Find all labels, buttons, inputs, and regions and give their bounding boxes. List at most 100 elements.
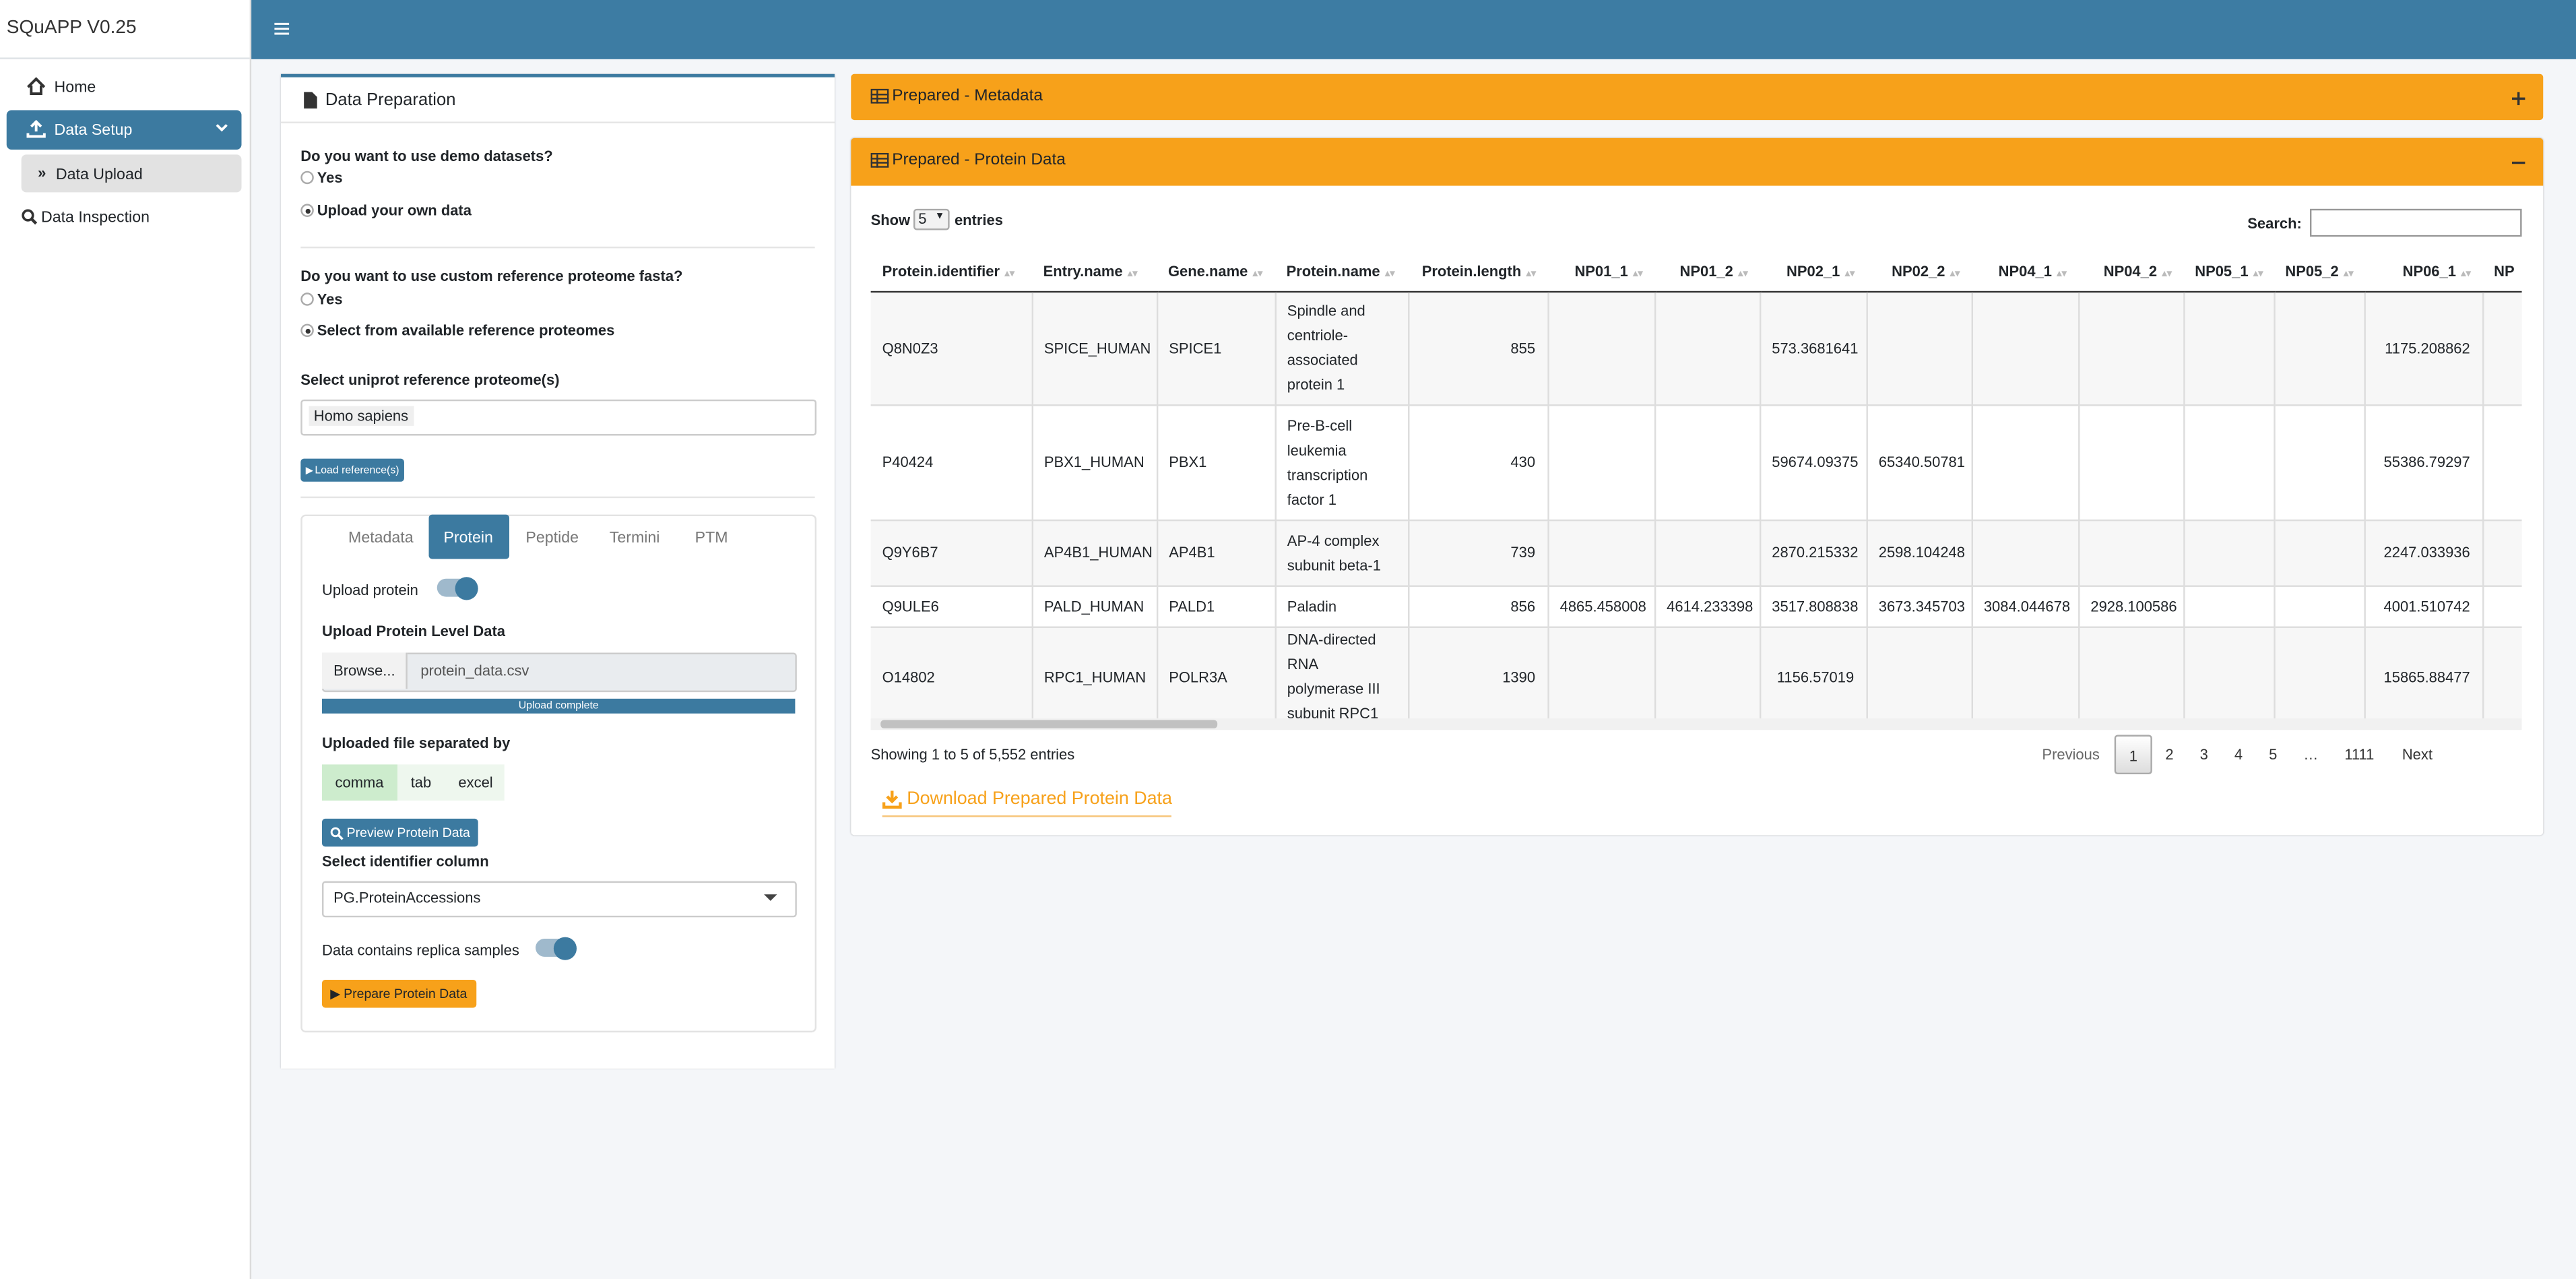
sort-icon: ▴▾ [1252, 268, 1263, 279]
tab-active-bg[interactable] [428, 514, 510, 559]
nav-data-inspection[interactable]: Data Inspection [40, 208, 150, 227]
column-name[interactable]: NP [2494, 262, 2515, 279]
sep-bg[interactable] [397, 764, 505, 801]
page-button[interactable]: 1 [2114, 734, 2152, 774]
sort-icon: ▴▾ [1526, 268, 1537, 279]
column-name[interactable]: Protein.name [1286, 262, 1380, 279]
page-button[interactable]: Next [2402, 745, 2433, 762]
radio-label[interactable]: Upload your own data [317, 202, 472, 219]
column-header[interactable]: NP01_1 ▴▾ [1547, 249, 1654, 293]
column-name[interactable]: NP02_2 [1892, 262, 1945, 279]
column-header[interactable]: Gene.name ▴▾ [1156, 249, 1275, 293]
collapse-icon[interactable] [2511, 161, 2525, 164]
nav-data-setup[interactable]: Data Setup [54, 121, 133, 140]
preview-text[interactable]: Preview Protein Data [346, 825, 470, 840]
empty-cell [1547, 627, 1656, 720]
tab[interactable]: Termini [609, 529, 660, 548]
empty-cell [1654, 627, 1761, 720]
column-header[interactable]: NP05_1 ▴▾ [2183, 249, 2274, 293]
metadata-panel-header[interactable] [851, 73, 2544, 121]
tab[interactable]: Peptide [525, 529, 579, 548]
column-header[interactable]: NP04_1 ▴▾ [1971, 249, 2079, 293]
column-header[interactable]: NP02_2 ▴▾ [1866, 249, 1972, 293]
sep-option[interactable]: excel [458, 774, 493, 791]
download-text[interactable]: Download Prepared Protein Data [907, 789, 1172, 809]
column-name[interactable]: NP06_1 [2402, 262, 2456, 279]
column-header[interactable]: Protein.identifier ▴▾ [870, 249, 1032, 293]
tab-active[interactable]: Protein [443, 529, 493, 548]
nav-data-upload-bg[interactable] [21, 154, 242, 193]
page-button[interactable]: 5 [2269, 745, 2278, 762]
column-name[interactable]: NP01_2 [1679, 262, 1733, 279]
column-name[interactable]: Protein.identifier [882, 262, 1000, 279]
column-header[interactable]: NP04_2 ▴▾ [2078, 249, 2184, 293]
radio-label[interactable]: Yes [317, 169, 343, 186]
radio-label[interactable]: Select from available reference proteome… [317, 322, 615, 339]
dropdown-caret [764, 894, 777, 901]
length-value[interactable]: 5 [918, 210, 927, 227]
radio[interactable] [300, 292, 314, 306]
page-button[interactable]: 2 [2165, 745, 2174, 762]
column-header[interactable]: Entry.name ▴▾ [1031, 249, 1157, 293]
scrollbar-thumb[interactable] [880, 720, 1218, 728]
column-header[interactable]: NP02_1 ▴▾ [1759, 249, 1867, 293]
selected-chip[interactable]: Homo sapiens [309, 406, 414, 426]
column-header[interactable]: Protein.name ▴▾ [1275, 249, 1409, 293]
column-header[interactable]: NP05_2 ▴▾ [2274, 249, 2364, 293]
column-name[interactable]: Gene.name [1167, 262, 1248, 279]
nav-data-setup-bg[interactable] [6, 110, 242, 150]
column-name[interactable]: Protein.length [1421, 262, 1522, 279]
column-header[interactable]: NP [2482, 249, 2522, 293]
toggle[interactable] [536, 936, 577, 960]
page-button[interactable]: 4 [2234, 745, 2243, 762]
search-label: Search: [2247, 215, 2302, 232]
column-header[interactable]: NP01_2 ▴▾ [1654, 249, 1760, 293]
id-select[interactable] [322, 881, 797, 918]
browse-button[interactable]: Browse... [333, 662, 395, 679]
column-name[interactable]: NP01_1 [1574, 262, 1628, 279]
menu-toggle[interactable] [274, 22, 290, 36]
prepare-text[interactable]: Prepare Protein Data [344, 986, 468, 1001]
column-name[interactable]: NP05_2 [2285, 262, 2339, 279]
nav-data-upload[interactable]: Data Upload [55, 166, 143, 185]
column-name[interactable]: Entry.name [1043, 262, 1123, 279]
tab[interactable]: Metadata [348, 529, 414, 548]
table-cell: 3666.7 [2482, 586, 2522, 628]
column-name[interactable]: NP02_1 [1786, 262, 1840, 279]
column-name[interactable]: NP05_1 [2195, 262, 2249, 279]
radio-label[interactable]: Yes [317, 290, 343, 308]
toggle[interactable] [437, 576, 478, 600]
sep-option[interactable]: tab [410, 774, 432, 791]
expand-icon[interactable] [2511, 92, 2525, 106]
scrollbar-track[interactable] [870, 718, 2522, 730]
page-button[interactable]: 1111 [2344, 745, 2375, 762]
radio[interactable] [300, 323, 314, 338]
download-link[interactable]: Download Prepared Protein Data [882, 782, 1172, 817]
table-cell: PBX1_HUMAN [1031, 405, 1158, 522]
column-header[interactable]: NP06_1 ▴▾ [2364, 249, 2483, 293]
prepare-button[interactable]: ▶ Prepare Protein Data [322, 980, 477, 1008]
id-value[interactable]: PG.ProteinAccessions [333, 889, 481, 906]
search-input[interactable] [2309, 208, 2522, 237]
table-cell: Q9ULE6 [870, 586, 1033, 628]
radio[interactable] [300, 170, 314, 185]
page-button[interactable]: 3 [2199, 745, 2208, 762]
shape [330, 826, 341, 837]
column-header[interactable]: Protein.length ▴▾ [1408, 249, 1548, 293]
preview-button[interactable]: Preview Protein Data [322, 818, 478, 847]
page-button[interactable]: Previous [2042, 745, 2100, 762]
length-select[interactable]: 5 ▼ [913, 208, 950, 230]
page-button[interactable]: … [2303, 745, 2319, 762]
tab[interactable]: PTM [695, 529, 728, 548]
sep-option[interactable]: comma [335, 774, 384, 791]
browse-bg[interactable] [322, 652, 408, 689]
load-button[interactable]: ▶ Load reference(s) [300, 458, 404, 482]
column-name[interactable]: NP04_2 [2103, 262, 2158, 279]
column-name[interactable]: NP04_1 [1998, 262, 2052, 279]
radio[interactable] [300, 204, 314, 218]
protein-panel-header[interactable] [851, 137, 2544, 186]
table-cell: 59674.09375 [1759, 405, 1867, 522]
sep-active-bg[interactable] [322, 764, 398, 801]
nav-home[interactable]: Home [54, 79, 96, 97]
load-button-text[interactable]: Load reference(s) [315, 464, 399, 476]
